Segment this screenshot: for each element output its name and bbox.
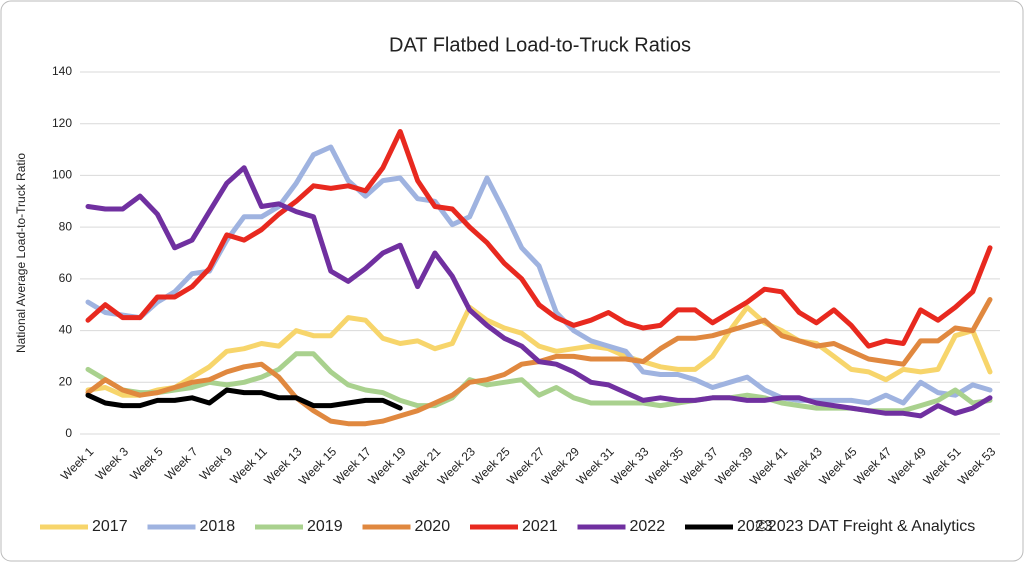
legend-label: 2023 [737,518,773,535]
y-tick-label: 120 [52,116,72,130]
series-line [85,304,993,398]
y-tick-label: 0 [65,426,72,440]
y-tick-label: 80 [59,219,73,233]
y-axis-label: National Average Load-to-Truck Ratio [14,153,28,353]
y-tick-label: 40 [59,323,73,337]
y-tick-label: 20 [59,374,73,388]
legend-label: 2020 [415,518,451,535]
series-line [85,165,993,419]
legend-label: 2022 [630,518,666,535]
chart-title: DAT Flatbed Load-to-Truck Ratios [389,34,691,56]
y-tick-label: 60 [59,271,73,285]
legend-label: 2017 [92,518,128,535]
y-tick-label: 140 [52,64,72,78]
legend-label: 2021 [522,518,558,535]
source-note: ©2023 DAT Freight & Analytics [756,518,975,535]
series-line [85,144,993,406]
legend-label: 2019 [307,518,343,535]
series-line [85,387,403,411]
series-line [85,129,993,349]
y-tick-label: 100 [52,168,72,182]
legend-label: 2018 [200,518,236,535]
